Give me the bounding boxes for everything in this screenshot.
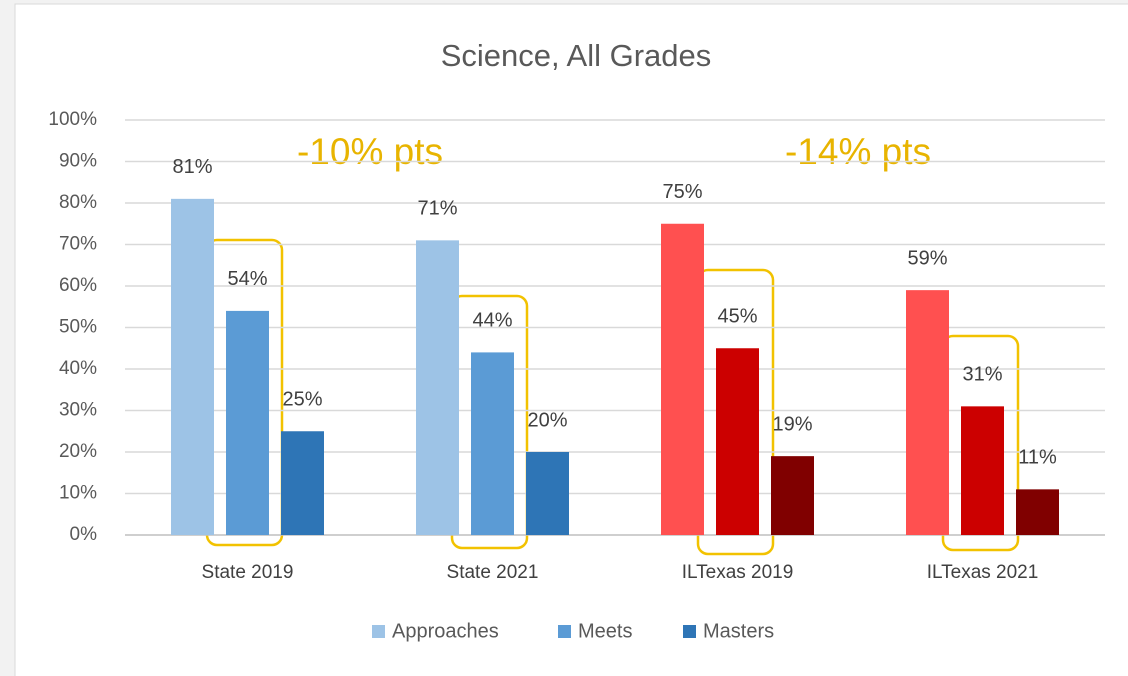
y-tick-label: 30% <box>59 400 97 421</box>
x-tick-label: State 2019 <box>202 562 294 583</box>
data-label: 71% <box>417 198 457 220</box>
bar <box>661 223 704 535</box>
legend-swatch <box>372 625 385 638</box>
bar <box>281 431 324 535</box>
legend-label: Meets <box>578 620 632 642</box>
data-label: 19% <box>772 413 812 435</box>
data-label: 44% <box>472 310 512 332</box>
bar <box>771 456 814 535</box>
y-tick-label: 0% <box>70 524 98 545</box>
data-label: 59% <box>907 247 947 269</box>
bar <box>226 310 269 535</box>
data-label: 11% <box>1018 447 1057 469</box>
y-tick-label: 90% <box>59 151 97 172</box>
legend-label: Masters <box>703 620 774 642</box>
y-tick-label: 20% <box>59 441 97 462</box>
x-tick-label: ILTexas 2021 <box>927 562 1039 583</box>
annotation: -14% pts <box>785 131 931 172</box>
data-label: 31% <box>962 364 1002 386</box>
y-tick-label: 100% <box>48 109 97 130</box>
data-label: 54% <box>227 268 267 290</box>
x-tick-label: ILTexas 2019 <box>682 562 794 583</box>
bar <box>416 240 459 535</box>
x-tick-label: State 2021 <box>447 562 539 583</box>
data-label: 81% <box>172 156 212 178</box>
bar <box>716 348 759 535</box>
bar <box>961 406 1004 535</box>
bar <box>1016 489 1059 535</box>
bar <box>906 290 949 535</box>
legend-swatch <box>558 625 571 638</box>
bar <box>526 452 569 535</box>
y-tick-label: 50% <box>59 317 97 338</box>
y-tick-label: 10% <box>59 483 97 504</box>
annotation: -10% pts <box>297 131 443 172</box>
y-tick-label: 60% <box>59 275 97 296</box>
y-tick-label: 40% <box>59 358 97 379</box>
y-tick-label: 70% <box>59 234 97 255</box>
data-label: 75% <box>662 181 702 203</box>
bar <box>171 198 214 535</box>
data-label: 20% <box>527 409 567 431</box>
bar <box>471 352 514 535</box>
data-label: 45% <box>717 306 757 328</box>
data-label: 25% <box>282 389 322 411</box>
legend-label: Approaches <box>392 620 499 642</box>
chart-title: Science, All Grades <box>441 38 712 73</box>
y-tick-label: 80% <box>59 192 97 213</box>
legend-swatch <box>683 625 696 638</box>
